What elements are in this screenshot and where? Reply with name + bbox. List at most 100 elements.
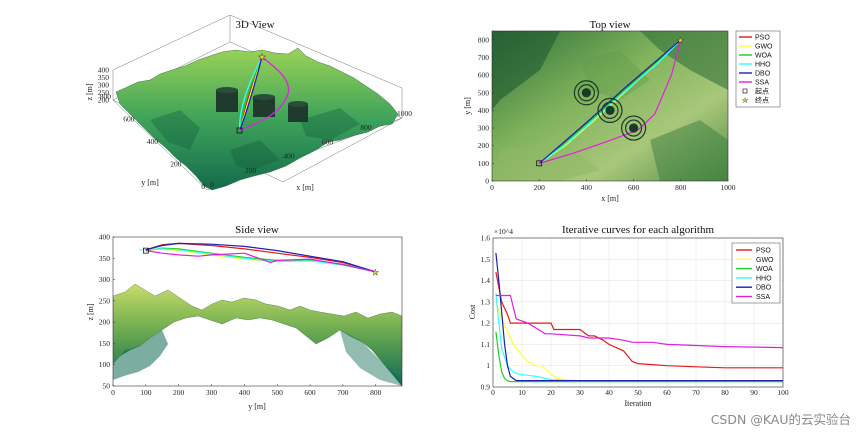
side-xtick: 0 — [111, 388, 115, 397]
panel-side-view: Side view ★ 0 100 200 300 400 500 600 700 800 50 1… — [86, 224, 403, 411]
3d-xtick: 400 — [283, 152, 295, 161]
side-path-hho — [139, 248, 376, 273]
side-start-marker — [142, 247, 149, 254]
side-path-pso — [145, 242, 376, 273]
conv-xtick: 20 — [547, 388, 555, 397]
top-ytick: 300 — [478, 124, 490, 133]
side-ylabel: z [m] — [86, 303, 95, 320]
conv-legend-entry: DBO — [736, 285, 772, 292]
top-start-marker — [536, 160, 543, 167]
3d-start-marker — [236, 127, 243, 134]
top-ytick: 0 — [485, 177, 489, 186]
side-path-ssa — [145, 250, 376, 273]
top-ytick: 700 — [478, 53, 490, 62]
conv-legend-label: HHO — [756, 275, 772, 282]
top-legend-label: SSA — [755, 80, 769, 87]
side-ytick: 50 — [103, 382, 111, 391]
top-legend-label: 起点 — [755, 88, 769, 96]
top-ytick: 500 — [478, 88, 490, 97]
3d-ytick: 600 — [123, 115, 135, 124]
3d-ytick: 400 — [147, 137, 159, 146]
conv-ytick: 1 — [486, 361, 490, 370]
conv-legend-label: GWO — [756, 257, 774, 264]
side-tick-labels: 0 100 200 300 400 500 600 700 800 50 100 150 200 250 3… — [99, 233, 382, 398]
3d-threat-cylinders — [216, 87, 308, 122]
conv-xtick: 90 — [750, 388, 758, 397]
threat-cylinder — [288, 101, 308, 122]
conv-legend-entry: PSO — [736, 248, 771, 255]
top-threat-zones — [573, 80, 647, 141]
title-3d-view: 3D View — [235, 19, 274, 31]
side-xlabel: y [m] — [248, 402, 266, 411]
svg-text:★: ★ — [742, 97, 748, 105]
conv-lines — [495, 252, 784, 383]
side-ytick: 100 — [99, 360, 111, 369]
conv-legend-label: WOA — [756, 266, 773, 273]
3d-path-ssa — [239, 56, 290, 131]
top-legend-entry: ★ 终点 — [742, 96, 769, 105]
top-xtick: 0 — [490, 183, 494, 192]
top-legend-entry: GWO — [739, 44, 773, 51]
side-goal-marker: ★ — [372, 268, 379, 277]
side-xtick: 400 — [239, 388, 251, 397]
threat-zone — [620, 115, 647, 141]
top-legend-label: PSO — [755, 35, 770, 42]
top-xtick: 800 — [675, 183, 687, 192]
top-legend-label: HHO — [755, 62, 771, 69]
side-path-dbo — [145, 242, 376, 273]
conv-legend-entry: SSA — [736, 294, 770, 301]
title-side-view: Side view — [235, 224, 279, 236]
top-legend-label: DBO — [755, 71, 771, 78]
side-xtick: 600 — [304, 388, 316, 397]
conv-xtick: 0 — [491, 388, 495, 397]
panel-top-view: Top view ★ 0 200 400 600 800 1000 0 100 200 300 40… — [463, 19, 781, 203]
3d-xtick: 600 — [322, 137, 334, 146]
3d-xtick: 0 — [210, 180, 214, 189]
conv-line-dbo — [495, 252, 783, 382]
3d-goal-marker: ★ — [258, 52, 266, 62]
top-goal-marker: ★ — [677, 36, 684, 45]
panel-3d-view: 3D View — [85, 14, 412, 192]
conv-line-pso — [495, 271, 783, 369]
top-legend-entry: PSO — [739, 35, 770, 42]
conv-line-woa — [495, 331, 783, 383]
conv-legend-entry: WOA — [736, 266, 773, 273]
top-xtick: 600 — [628, 183, 640, 192]
3d-ztick: 250 — [98, 88, 110, 97]
top-legend-entry: WOA — [739, 53, 772, 60]
side-xtick: 300 — [206, 388, 218, 397]
3d-ztick: 400 — [98, 66, 110, 75]
3d-xtick: 200 — [245, 166, 257, 175]
top-legend-label: WOA — [755, 53, 772, 60]
side-ytick: 150 — [99, 339, 111, 348]
3d-xtick: 800 — [360, 123, 372, 132]
top-path-woa — [538, 39, 682, 164]
top-legend-entry: 起点 — [742, 88, 769, 96]
conv-xtick: 70 — [692, 388, 700, 397]
3d-xlabel: x [m] — [296, 183, 314, 192]
conv-xlabel: Iteration — [624, 399, 651, 408]
3d-terrain-surface — [115, 47, 399, 191]
top-xtick: 200 — [534, 183, 546, 192]
conv-ytick: 0.9 — [481, 383, 491, 392]
3d-ztick: 350 — [98, 73, 110, 82]
conv-xtick: 30 — [576, 388, 584, 397]
top-ylabel: y [m] — [463, 97, 472, 115]
top-ytick: 100 — [478, 159, 490, 168]
top-legend-entry: HHO — [739, 62, 771, 69]
top-axes-box — [491, 30, 729, 182]
top-ytick: 400 — [478, 106, 490, 115]
conv-legend-entry: HHO — [736, 275, 772, 282]
3d-ylabel: y [m] — [141, 178, 159, 187]
conv-legend-entry: GWO — [736, 257, 774, 264]
conv-legend: PSO GWO WOA HHO DBO SSA — [731, 242, 781, 304]
top-ytick: 600 — [478, 71, 490, 80]
conv-xtick: 40 — [605, 388, 613, 397]
title-iterative-curves: Iterative curves for each algorithm — [562, 224, 715, 236]
conv-ytick: 1.6 — [481, 234, 491, 243]
side-ytick: 250 — [99, 296, 111, 305]
conv-ytick: 1.4 — [481, 276, 491, 285]
side-xtick: 200 — [173, 388, 185, 397]
side-xtick: 100 — [140, 388, 152, 397]
